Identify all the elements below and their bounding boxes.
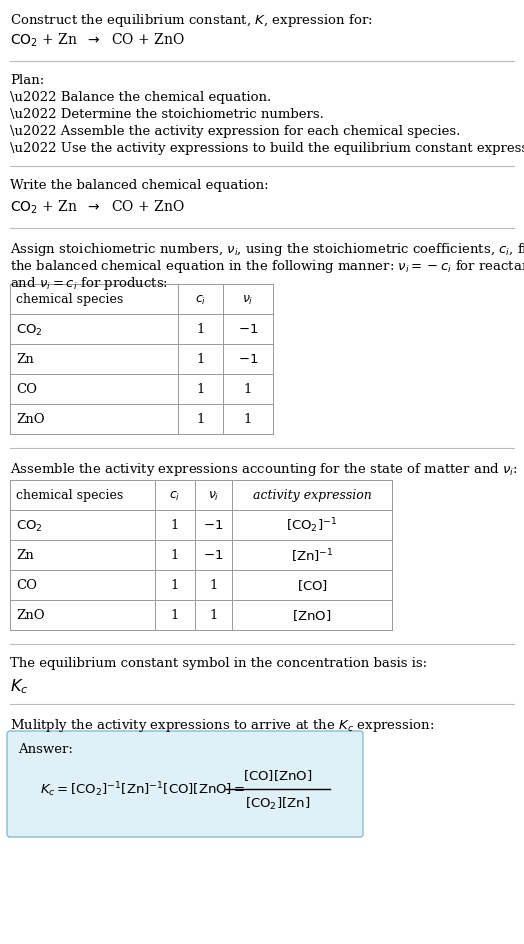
Text: activity expression: activity expression: [253, 489, 372, 502]
Text: the balanced chemical equation in the following manner: $\nu_i = -c_i$ for react: the balanced chemical equation in the fo…: [10, 258, 524, 275]
Text: 1: 1: [244, 383, 252, 396]
Text: $c_i$: $c_i$: [195, 294, 206, 306]
Text: $[\mathrm{CO}]$: $[\mathrm{CO}]$: [297, 578, 328, 593]
Text: $[\mathrm{CO}] [\mathrm{ZnO}]$: $[\mathrm{CO}] [\mathrm{ZnO}]$: [243, 767, 313, 783]
Text: \u2022 Use the activity expressions to build the equilibrium constant expression: \u2022 Use the activity expressions to b…: [10, 142, 524, 155]
Text: and $\nu_i = c_i$ for products:: and $\nu_i = c_i$ for products:: [10, 275, 168, 292]
Text: $-1$: $-1$: [238, 353, 258, 366]
Text: 1: 1: [209, 609, 217, 622]
Text: Write the balanced chemical equation:: Write the balanced chemical equation:: [10, 178, 269, 192]
Text: ZnO: ZnO: [16, 609, 45, 622]
Text: Mulitply the activity expressions to arrive at the $K_c$ expression:: Mulitply the activity expressions to arr…: [10, 716, 434, 733]
Text: $-1$: $-1$: [203, 548, 224, 562]
Text: 1: 1: [171, 519, 179, 531]
Text: 1: 1: [196, 413, 205, 426]
Text: $[\mathrm{ZnO}]$: $[\mathrm{ZnO}]$: [292, 608, 332, 623]
Text: $[\mathrm{Zn}]^{-1}$: $[\mathrm{Zn}]^{-1}$: [291, 547, 333, 565]
FancyBboxPatch shape: [7, 732, 363, 837]
Text: $\mathrm{CO_2}$ + Zn  $\rightarrow$  CO + ZnO: $\mathrm{CO_2}$ + Zn $\rightarrow$ CO + …: [10, 199, 184, 216]
Text: Zn: Zn: [16, 548, 34, 562]
Text: Plan:: Plan:: [10, 74, 44, 87]
Text: 1: 1: [196, 353, 205, 366]
Text: Assemble the activity expressions accounting for the state of matter and $\nu_i$: Assemble the activity expressions accoun…: [10, 461, 518, 478]
Text: 1: 1: [244, 413, 252, 426]
Text: Answer:: Answer:: [18, 742, 73, 755]
Text: CO: CO: [16, 579, 37, 592]
Text: 1: 1: [171, 609, 179, 622]
Text: 1: 1: [196, 383, 205, 396]
Text: CO: CO: [16, 383, 37, 396]
Bar: [10, 480, 392, 631]
Text: $[\mathrm{CO_2}] [\mathrm{Zn}]$: $[\mathrm{CO_2}] [\mathrm{Zn}]$: [245, 795, 311, 811]
Text: $\mathrm{CO_2}$: $\mathrm{CO_2}$: [16, 518, 43, 533]
Text: chemical species: chemical species: [16, 294, 123, 306]
Text: $c_i$: $c_i$: [169, 489, 181, 502]
Text: $\nu_i$: $\nu_i$: [242, 294, 254, 306]
Text: $[\mathrm{CO_2}]^{-1}$: $[\mathrm{CO_2}]^{-1}$: [286, 516, 337, 535]
Text: 1: 1: [196, 323, 205, 336]
Text: \u2022 Balance the chemical equation.: \u2022 Balance the chemical equation.: [10, 91, 271, 104]
Text: $-1$: $-1$: [238, 323, 258, 336]
Text: 1: 1: [171, 579, 179, 592]
Text: \u2022 Assemble the activity expression for each chemical species.: \u2022 Assemble the activity expression …: [10, 125, 461, 138]
Bar: [10, 285, 273, 434]
Text: Assign stoichiometric numbers, $\nu_i$, using the stoichiometric coefficients, $: Assign stoichiometric numbers, $\nu_i$, …: [10, 241, 524, 258]
Text: $-1$: $-1$: [203, 519, 224, 531]
Text: Construct the equilibrium constant, $K$, expression for:: Construct the equilibrium constant, $K$,…: [10, 12, 373, 29]
Text: The equilibrium constant symbol in the concentration basis is:: The equilibrium constant symbol in the c…: [10, 656, 427, 669]
Text: 1: 1: [209, 579, 217, 592]
Text: $K_c = [\mathrm{CO_2}]^{-1} [\mathrm{Zn}]^{-1} [\mathrm{CO}][\mathrm{ZnO}] = $: $K_c = [\mathrm{CO_2}]^{-1} [\mathrm{Zn}…: [40, 780, 245, 799]
Text: \u2022 Determine the stoichiometric numbers.: \u2022 Determine the stoichiometric numb…: [10, 108, 324, 121]
Text: Zn: Zn: [16, 353, 34, 366]
Text: $K_c$: $K_c$: [10, 676, 28, 695]
Text: 1: 1: [171, 548, 179, 562]
Text: $\mathrm{CO_2}$: $\mathrm{CO_2}$: [16, 322, 43, 337]
Text: $\nu_i$: $\nu_i$: [208, 489, 219, 502]
Text: $\mathrm{CO_2}$ + Zn  $\rightarrow$  CO + ZnO: $\mathrm{CO_2}$ + Zn $\rightarrow$ CO + …: [10, 32, 184, 49]
Text: ZnO: ZnO: [16, 413, 45, 426]
Text: chemical species: chemical species: [16, 489, 123, 502]
